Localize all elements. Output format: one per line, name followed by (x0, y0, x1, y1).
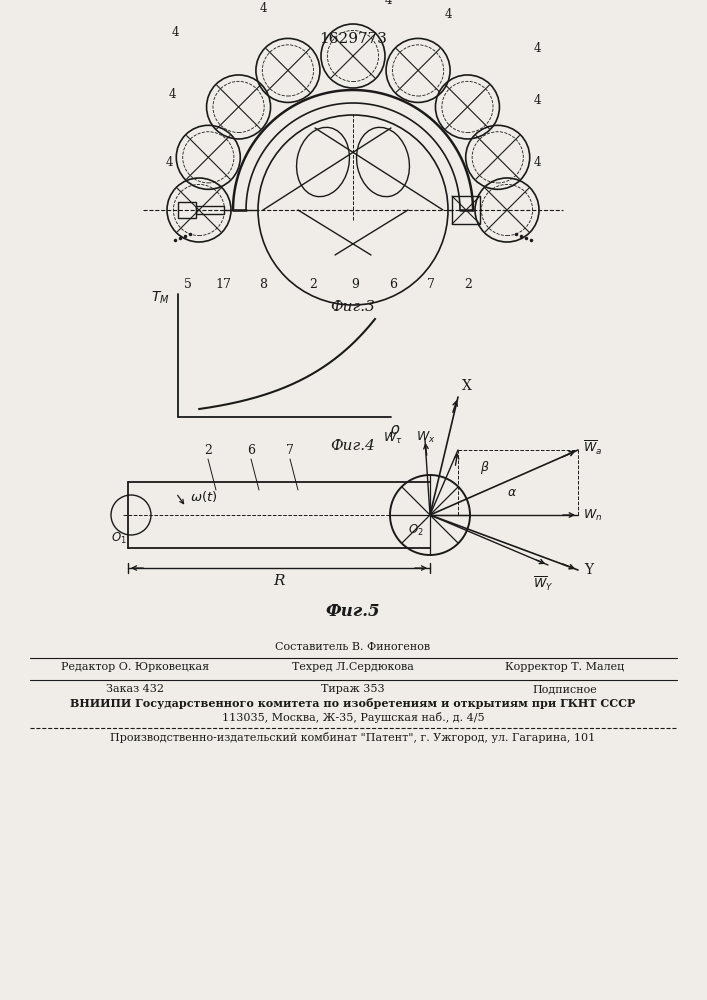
Text: Фиг.4: Фиг.4 (331, 439, 375, 453)
Text: Техред Л.Сердюкова: Техред Л.Сердюкова (292, 662, 414, 672)
Text: 6: 6 (389, 278, 397, 291)
Text: $\overline{W}_a$: $\overline{W}_a$ (583, 439, 602, 457)
Text: $O_1$: $O_1$ (111, 531, 127, 546)
Text: $\alpha$: $\alpha$ (507, 487, 517, 499)
Text: 17: 17 (215, 278, 231, 291)
Text: $W_n$: $W_n$ (583, 507, 602, 523)
Text: 4: 4 (171, 25, 179, 38)
Text: Фиг.5: Фиг.5 (326, 603, 380, 620)
Text: 7: 7 (427, 278, 435, 291)
Text: Составитель В. Финогенов: Составитель В. Финогенов (276, 642, 431, 652)
Text: 5: 5 (184, 278, 192, 291)
Text: 4: 4 (384, 0, 392, 6)
Bar (452, 196, 480, 224)
Text: 4: 4 (533, 41, 541, 54)
Text: 9: 9 (351, 278, 359, 291)
Text: 4: 4 (168, 89, 176, 102)
Text: Фиг.3: Фиг.3 (331, 300, 375, 314)
Text: 2: 2 (309, 278, 317, 291)
Text: Y: Y (584, 563, 593, 577)
Bar (196, 206, 224, 214)
Text: Редактор О. Юрковецкая: Редактор О. Юрковецкая (61, 662, 209, 672)
Text: 4: 4 (533, 94, 541, 106)
Text: 4: 4 (259, 1, 267, 14)
Text: Производственно-издательский комбинат "Патент", г. Ужгород, ул. Гагарина, 101: Производственно-издательский комбинат "П… (110, 732, 595, 743)
Text: 2: 2 (464, 278, 472, 291)
Text: 8: 8 (259, 278, 267, 291)
Text: 7: 7 (286, 444, 294, 457)
Bar (178, 202, 196, 218)
Text: $\beta$: $\beta$ (480, 458, 490, 476)
Text: Корректор Т. Малец: Корректор Т. Малец (506, 662, 624, 672)
Text: $\omega(t)$: $\omega(t)$ (190, 489, 218, 504)
Text: 4: 4 (320, 0, 327, 1)
Text: $W_x$: $W_x$ (416, 430, 436, 445)
Text: X: X (462, 379, 472, 393)
Text: 1629773: 1629773 (319, 32, 387, 46)
Text: R: R (273, 574, 285, 588)
Text: $\overline{W}_Y$: $\overline{W}_Y$ (533, 575, 553, 593)
Text: ВНИИПИ Государственного комитета по изобретениям и открытиям при ГКНТ СССР: ВНИИПИ Государственного комитета по изоб… (71, 698, 636, 709)
Text: $O_2$: $O_2$ (408, 523, 423, 538)
Text: Заказ 432: Заказ 432 (106, 684, 164, 694)
Text: 2: 2 (204, 444, 212, 457)
Text: $W_\tau$: $W_\tau$ (383, 430, 403, 446)
Text: Подписное: Подписное (532, 684, 597, 694)
Text: 113035, Москва, Ж-35, Раушская наб., д. 4/5: 113035, Москва, Ж-35, Раушская наб., д. … (222, 712, 484, 723)
Text: $T_M$: $T_M$ (151, 290, 170, 306)
Text: Тираж 353: Тираж 353 (321, 684, 385, 694)
Text: 6: 6 (247, 444, 255, 457)
Text: 4: 4 (533, 155, 541, 168)
Text: $\rho$: $\rho$ (390, 423, 401, 439)
Text: 4: 4 (165, 155, 173, 168)
Text: 4: 4 (444, 8, 452, 21)
